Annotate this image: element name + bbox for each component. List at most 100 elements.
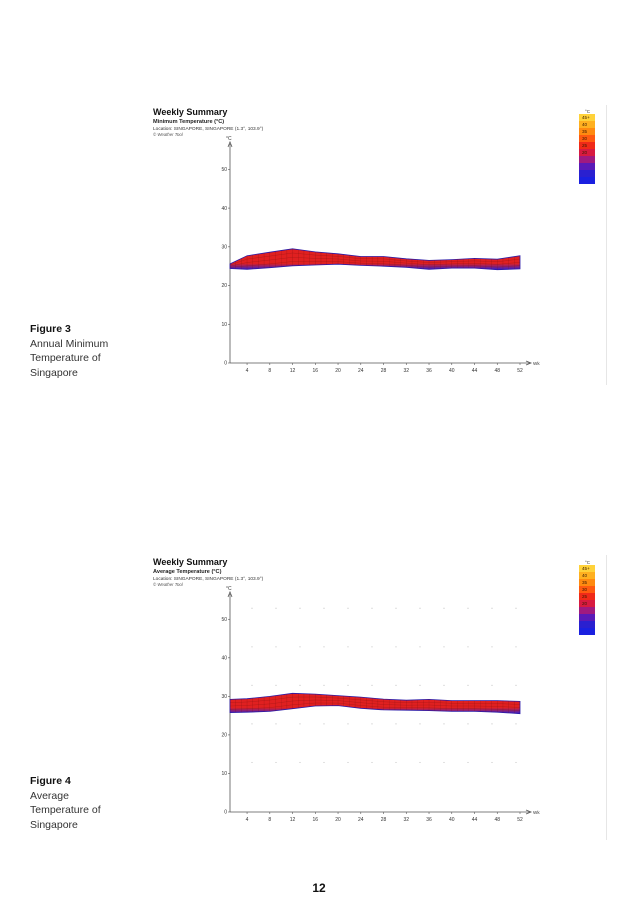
- grid-dot: [515, 646, 517, 648]
- grid-dot: [299, 761, 301, 764]
- grid-dot: [443, 646, 445, 648]
- chart-title: Weekly Summary: [153, 557, 227, 567]
- grid-dot: [323, 723, 325, 725]
- legend-swatch: [579, 572, 595, 579]
- grid-dot: [251, 684, 253, 686]
- grid-dot: [467, 684, 469, 686]
- x-tick-label: 36: [426, 817, 432, 823]
- grid-dot: [371, 646, 373, 648]
- grid-dot: [275, 723, 277, 725]
- grid-dot: [395, 761, 397, 764]
- legend-label: 20: [582, 601, 588, 606]
- x-tick-label: 16: [313, 368, 319, 374]
- x-tick-label: 52: [517, 817, 523, 823]
- figure-4-caption-line: Singapore: [30, 818, 78, 831]
- figure-4-caption-line: Temperature of: [30, 804, 101, 816]
- x-tick-label: 44: [472, 817, 478, 823]
- grid-dot: [443, 723, 445, 725]
- grid-dot: [467, 723, 469, 725]
- grid-dot: [299, 646, 301, 648]
- y-tick-label: 50: [221, 617, 227, 623]
- figure-3-caption-line: Annual Minimum: [30, 337, 109, 350]
- mesh-line: [229, 257, 521, 267]
- legend-swatch: [579, 607, 595, 614]
- x-axis-label: Wk: [533, 361, 540, 366]
- grid-dot: [419, 646, 421, 648]
- chart-location: Location: SINGAPORE, SINGAPORE (1.3°, 10…: [153, 576, 264, 582]
- grid-dot: [467, 761, 469, 764]
- x-tick-label: 20: [335, 368, 341, 374]
- legend-swatch: [579, 156, 595, 163]
- legend-label: 45+: [582, 566, 590, 571]
- x-tick-label: 48: [494, 817, 500, 823]
- legend-label: 45+: [582, 115, 590, 120]
- x-tick-label: 28: [381, 817, 387, 823]
- mesh-line: [229, 702, 521, 711]
- figure-3-right-rule: [606, 105, 607, 385]
- grid-dot: [251, 723, 253, 725]
- grid-dot: [347, 723, 349, 725]
- chart-subtitle: Average Temperature (°C): [153, 569, 222, 575]
- legend-label: 40: [582, 573, 588, 578]
- grid-dot: [515, 684, 517, 686]
- x-tick-label: 12: [290, 368, 296, 374]
- y-tick-label: 40: [221, 656, 227, 662]
- legend-unit: °C: [585, 109, 591, 114]
- x-tick-label: 4: [246, 368, 249, 374]
- grid-dot: [347, 684, 349, 686]
- legend-swatch: [579, 586, 595, 593]
- figure-3-label: Figure 3: [30, 323, 71, 335]
- grid-dot: [515, 607, 517, 609]
- grid-dot: [275, 761, 277, 764]
- chart-subtitle: Minimum Temperature (°C): [153, 119, 224, 125]
- y-axis-arrow: [227, 140, 233, 148]
- grid-dot: [275, 684, 277, 686]
- grid-dot: [515, 723, 517, 725]
- x-tick-label: 12: [290, 817, 296, 823]
- grid-dot: [443, 607, 445, 609]
- x-tick-label: 8: [268, 817, 271, 823]
- legend-label: 35: [582, 580, 588, 585]
- y-axis-unit: °C: [226, 586, 232, 592]
- grid-dot: [443, 761, 445, 764]
- legend-label: 40: [582, 122, 588, 127]
- grid-dot: [371, 723, 373, 725]
- legend-swatch: [579, 149, 595, 156]
- grid-dot: [467, 646, 469, 648]
- mesh-line: [229, 261, 521, 268]
- y-tick-label: 40: [221, 206, 227, 212]
- grid-dot: [323, 607, 325, 609]
- y-tick-label: 30: [221, 694, 227, 700]
- figure-4-caption: Figure 4 Average Temperature of Singapor…: [30, 774, 101, 832]
- grid-dot: [419, 723, 421, 725]
- grid-dot: [491, 723, 493, 725]
- x-tick-label: 8: [268, 368, 271, 374]
- grid-dot: [251, 646, 253, 648]
- legend-label: 20: [582, 150, 588, 155]
- x-tick-label: 16: [313, 817, 319, 823]
- legend-swatch: [579, 579, 595, 586]
- x-tick-label: 4: [246, 817, 249, 823]
- grid-dot: [395, 723, 397, 725]
- legend-label: 25: [582, 143, 588, 148]
- grid-dot: [491, 646, 493, 648]
- grid-dot: [299, 607, 301, 609]
- chart-title: Weekly Summary: [153, 107, 227, 117]
- temperature-band: [229, 248, 521, 271]
- x-tick-label: 24: [358, 368, 364, 374]
- x-tick-label: 48: [494, 368, 500, 374]
- chart-figure-4: Weekly Summary Average Temperature (°C)Lo…: [153, 557, 595, 823]
- mesh-line: [229, 696, 521, 705]
- x-tick-label: 28: [381, 368, 387, 374]
- figure-3-caption: Figure 3 Annual Minimum Temperature of S…: [30, 322, 108, 380]
- x-tick-label: 32: [403, 817, 409, 823]
- legend-label: 25: [582, 594, 588, 599]
- legend-unit: °C: [585, 560, 591, 565]
- chart-location: Location: SINGAPORE, SINGAPORE (1.3°, 10…: [153, 126, 264, 132]
- x-tick-label: 40: [449, 368, 455, 374]
- figure-3-caption-line: Temperature of: [30, 352, 101, 364]
- grid-dot: [299, 684, 301, 686]
- grid-dot: [491, 684, 493, 686]
- grid-dot: [419, 761, 421, 764]
